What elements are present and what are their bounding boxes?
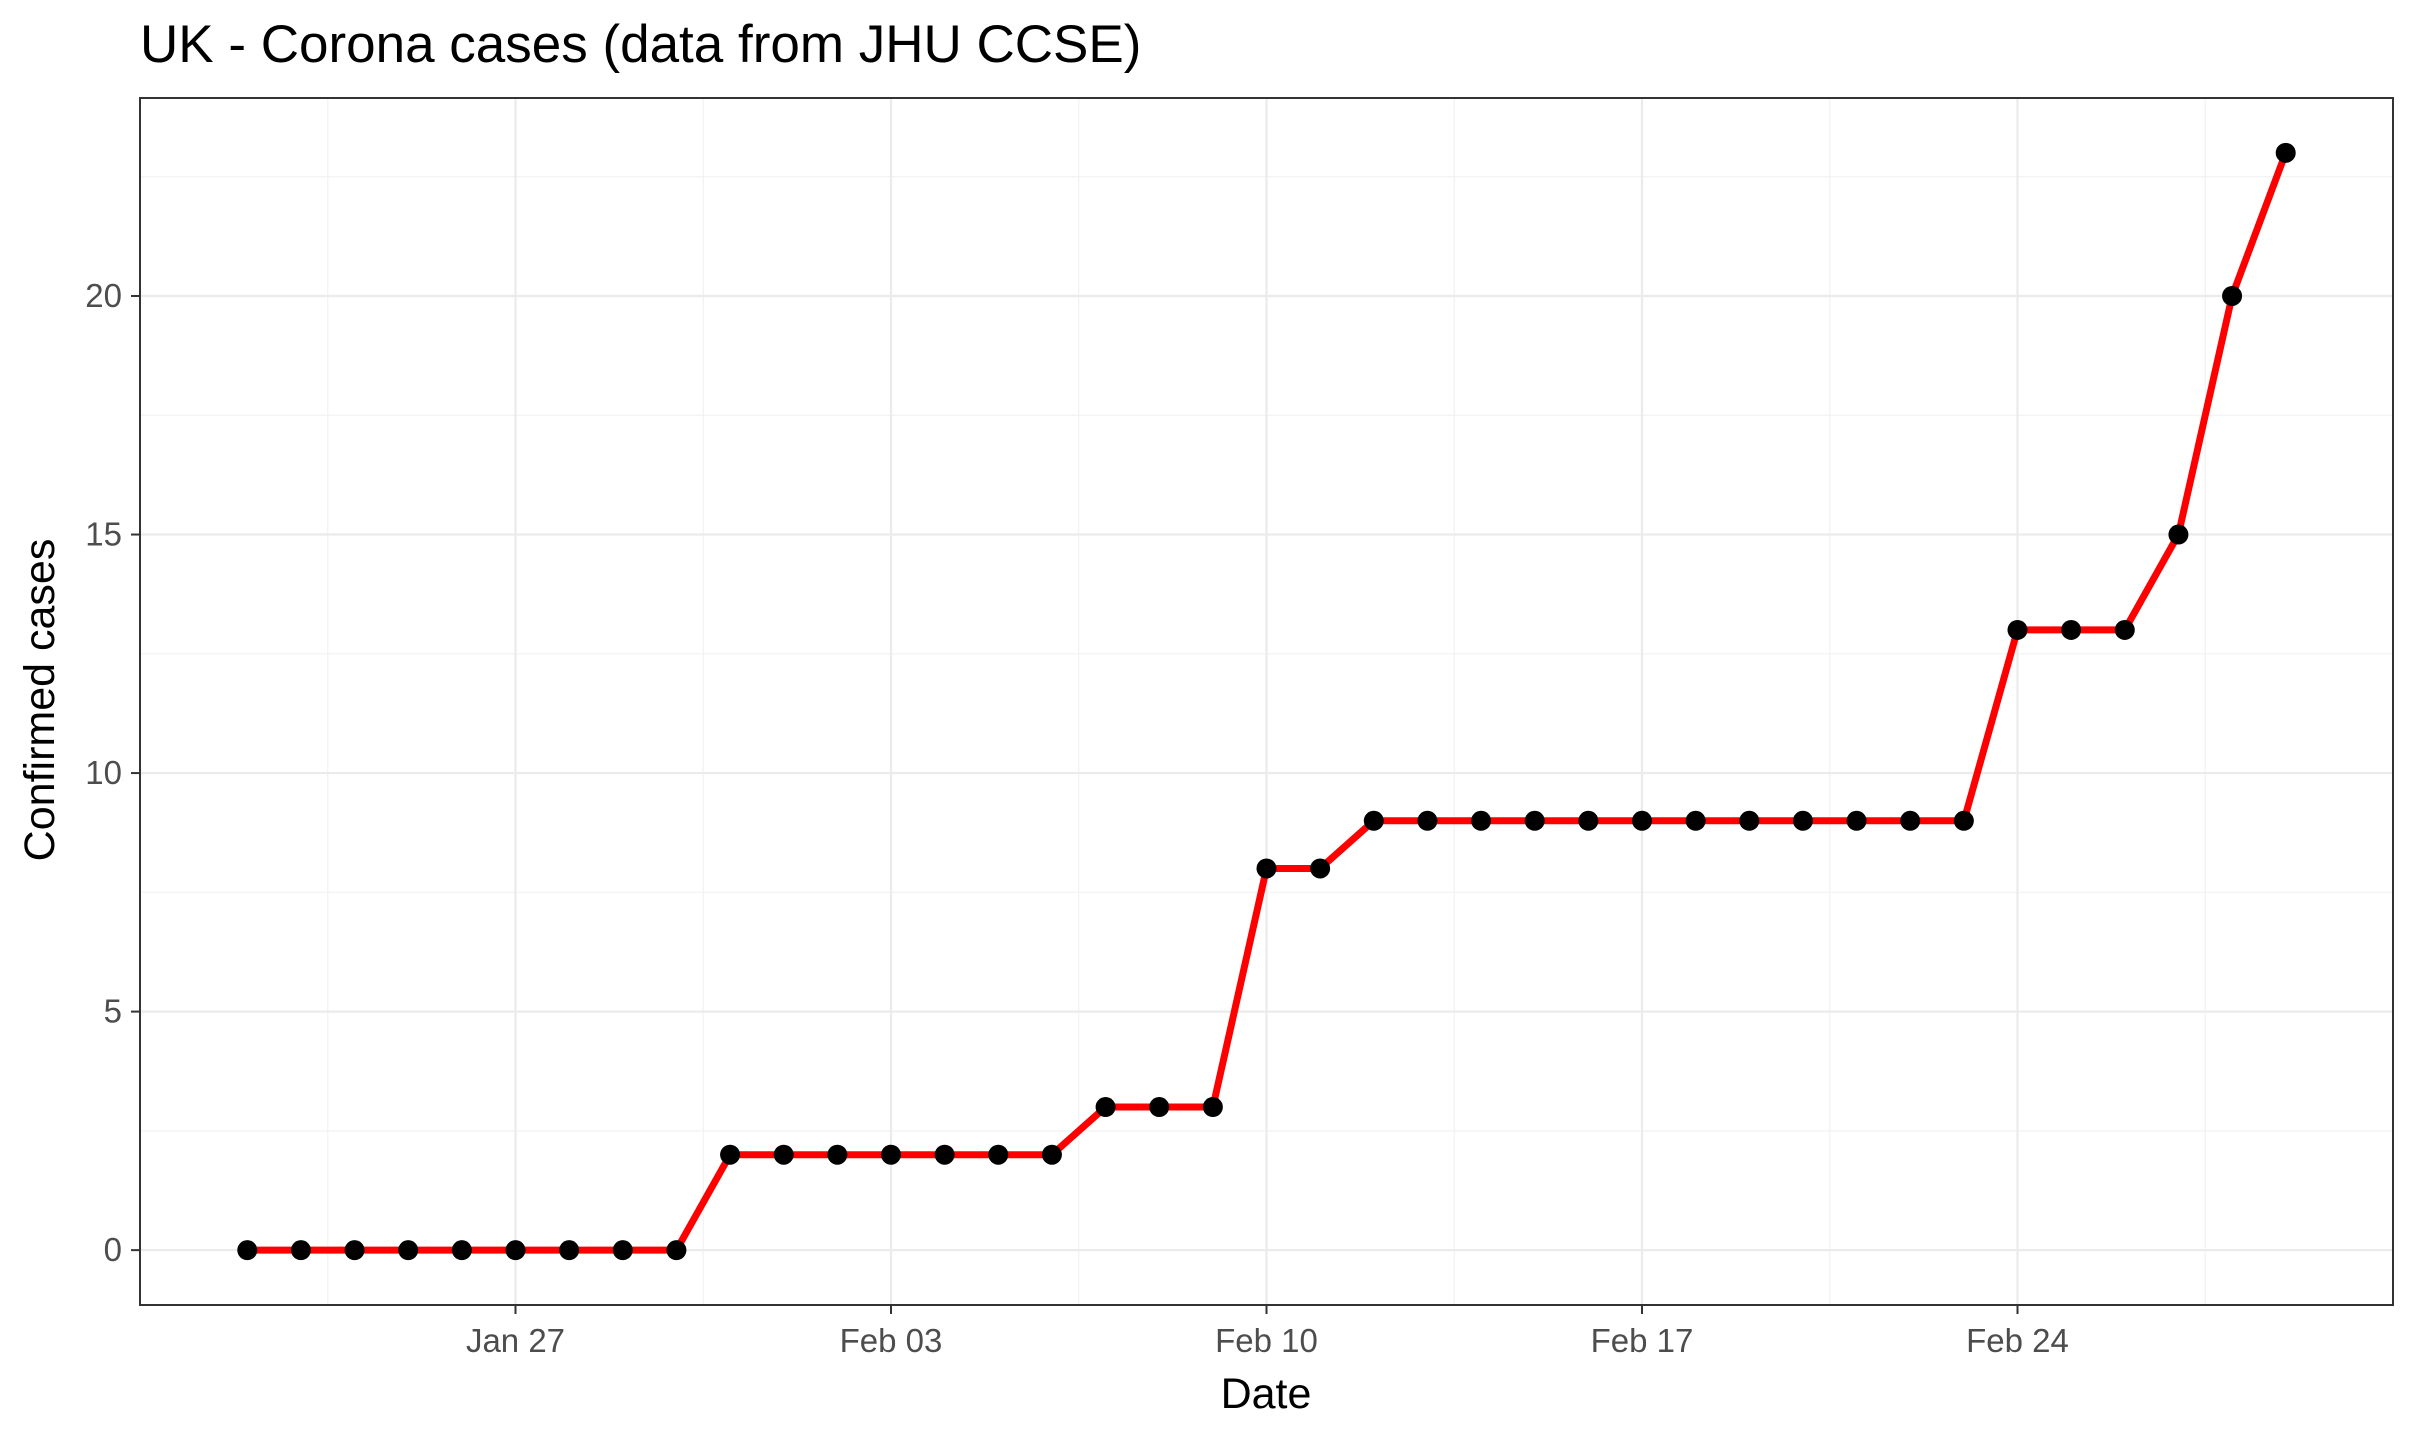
data-point: [344, 1240, 365, 1261]
data-point: [237, 1240, 258, 1261]
data-point: [398, 1240, 419, 1261]
x-tick-label: Feb 03: [840, 1322, 943, 1359]
y-tick-label: 0: [104, 1231, 122, 1268]
axes: Jan 27 Feb 03 Feb 10 Feb 17 Feb 24 0 5 10 15 20: [85, 277, 2069, 1359]
x-tick-label: Feb 24: [1966, 1322, 2069, 1359]
y-axis-title: Confirmed cases: [16, 539, 64, 862]
data-point: [1524, 810, 1545, 831]
x-tick-label: Feb 10: [1215, 1322, 1318, 1359]
data-point: [1685, 810, 1706, 831]
data-point: [290, 1240, 311, 1261]
y-tick-label: 5: [104, 993, 122, 1030]
data-point: [2275, 142, 2296, 163]
data-point: [2222, 285, 2243, 306]
data-point: [612, 1240, 633, 1261]
data-point: [1310, 858, 1331, 879]
data-point: [720, 1144, 741, 1165]
data-point: [1095, 1097, 1116, 1118]
data-point: [1900, 810, 1921, 831]
y-tick-label: 10: [85, 754, 122, 791]
data-point: [1256, 858, 1277, 879]
data-point: [1471, 810, 1492, 831]
chart-title: UK - Corona cases (data from JHU CCSE): [140, 15, 1141, 74]
data-point: [2061, 619, 2082, 640]
data-point: [1149, 1097, 1170, 1118]
data-point: [1041, 1144, 1062, 1165]
y-tick-label: 20: [85, 277, 122, 314]
data-point: [2007, 619, 2028, 640]
data-point: [451, 1240, 472, 1261]
data-point: [934, 1144, 955, 1165]
data-point: [1792, 810, 1813, 831]
data-point: [559, 1240, 580, 1261]
data-point: [2114, 619, 2135, 640]
x-tick-label: Jan 27: [466, 1322, 565, 1359]
data-point: [881, 1144, 901, 1165]
grid: [140, 98, 2393, 1305]
x-axis-title: Date: [1221, 1370, 1312, 1418]
series-confirmed-cases: [237, 142, 2296, 1261]
data-point: [666, 1240, 687, 1261]
data-point: [1632, 810, 1652, 831]
data-point: [2168, 524, 2189, 545]
x-tick-label: Feb 17: [1591, 1322, 1694, 1359]
data-point: [1846, 810, 1867, 831]
data-point: [1202, 1097, 1223, 1118]
data-point: [505, 1240, 526, 1261]
y-tick-label: 15: [85, 516, 122, 553]
data-point: [827, 1144, 848, 1165]
data-point: [1578, 810, 1599, 831]
data-point: [1417, 810, 1438, 831]
data-point: [988, 1144, 1009, 1165]
data-point: [773, 1144, 794, 1165]
data-point: [1363, 810, 1384, 831]
data-point: [1953, 810, 1974, 831]
data-point: [1739, 810, 1760, 831]
